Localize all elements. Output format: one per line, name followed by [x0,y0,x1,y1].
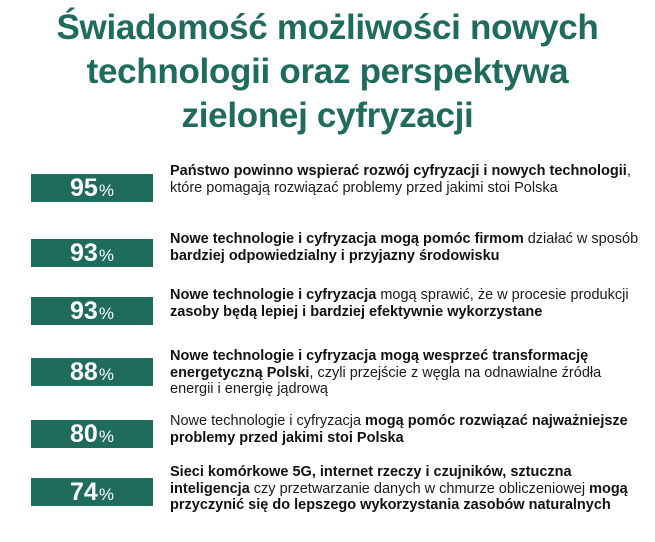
percent-value: 80 [70,420,98,448]
percent-value: 74 [70,478,98,506]
statement-text-bold: Państwo powinno wspierać rozwój cyfryzac… [170,163,627,179]
statement-text: Nowe technologie i cyfryzacja mogą spraw… [170,287,640,320]
chart-title-line-2: technologii oraz perspektywa [86,52,569,91]
statement-text-regular: Nowe technologie i cyfryzacja [170,413,366,429]
percent-value: 93 [70,297,98,325]
statement-text-bold: Sieci komórkowe 5G, internet rzeczy i cz… [170,464,572,497]
percent-sign: % [98,426,114,446]
percent-sign: % [98,303,114,323]
statement-text: Nowe technologie i cyfryzacja mogą pomóc… [170,231,640,264]
percent-badge: 93% [31,297,153,325]
chart-title-line-1: Świadomość możliwości nowych [56,8,599,47]
percent-sign: % [98,364,114,384]
statement-text-bold: mogą pomóc rozwiązać najważniejsze probl… [170,413,628,446]
statement-text: Państwo powinno wspierać rozwój cyfryzac… [170,163,640,196]
percent-badge: 74% [31,478,153,506]
statement-text: Nowe technologie i cyfryzacja mogą wespr… [170,348,640,398]
percent-badge: 88% [31,358,153,386]
percent-badge: 95% [31,174,153,202]
percent-value: 95 [70,174,98,202]
percent-sign: % [98,180,114,200]
statement-text-regular: działać w sposób [523,231,639,247]
statement-text-regular: mogą sprawić, że w procesie produkcji [376,287,629,303]
statement-text: Sieci komórkowe 5G, internet rzeczy i cz… [170,464,640,514]
percent-badge: 93% [31,239,153,267]
statement-text-regular: czy przetwarzanie danych w chmurze oblic… [249,480,590,497]
chart-title-line-3: zielonej cyfryzacji [181,96,474,135]
statement-text-regular: , które pomagają rozwiązać problemy prze… [170,163,631,196]
percent-sign: % [98,245,114,265]
statement-text: Nowe technologie i cyfryzacja mogą pomóc… [170,413,640,446]
percent-value: 93 [70,239,98,267]
percent-value: 88 [70,358,98,386]
statement-text-bold: Nowe technologie i cyfryzacja [170,287,377,303]
percent-badge: 80% [31,420,153,448]
statement-text-bold: Nowe technologie i cyfryzacja mogą pomóc… [170,231,524,247]
statement-text-bold: bardziej odpowiedzialny i przyjazny środ… [170,247,500,264]
statement-text-bold: Nowe technologie i cyfryzacja mogą wespr… [170,348,589,381]
percent-sign: % [98,484,114,504]
chart-title: Świadomość możliwości nowych technologii… [0,6,655,138]
statement-text-bold: zasoby będą lepiej i bardziej efektywnie… [170,303,543,320]
statement-text-bold: mogą przyczynić się do lepszego wykorzys… [170,480,628,514]
statement-text-regular: , czyli przejście z węgla na odnawialne … [170,364,602,398]
